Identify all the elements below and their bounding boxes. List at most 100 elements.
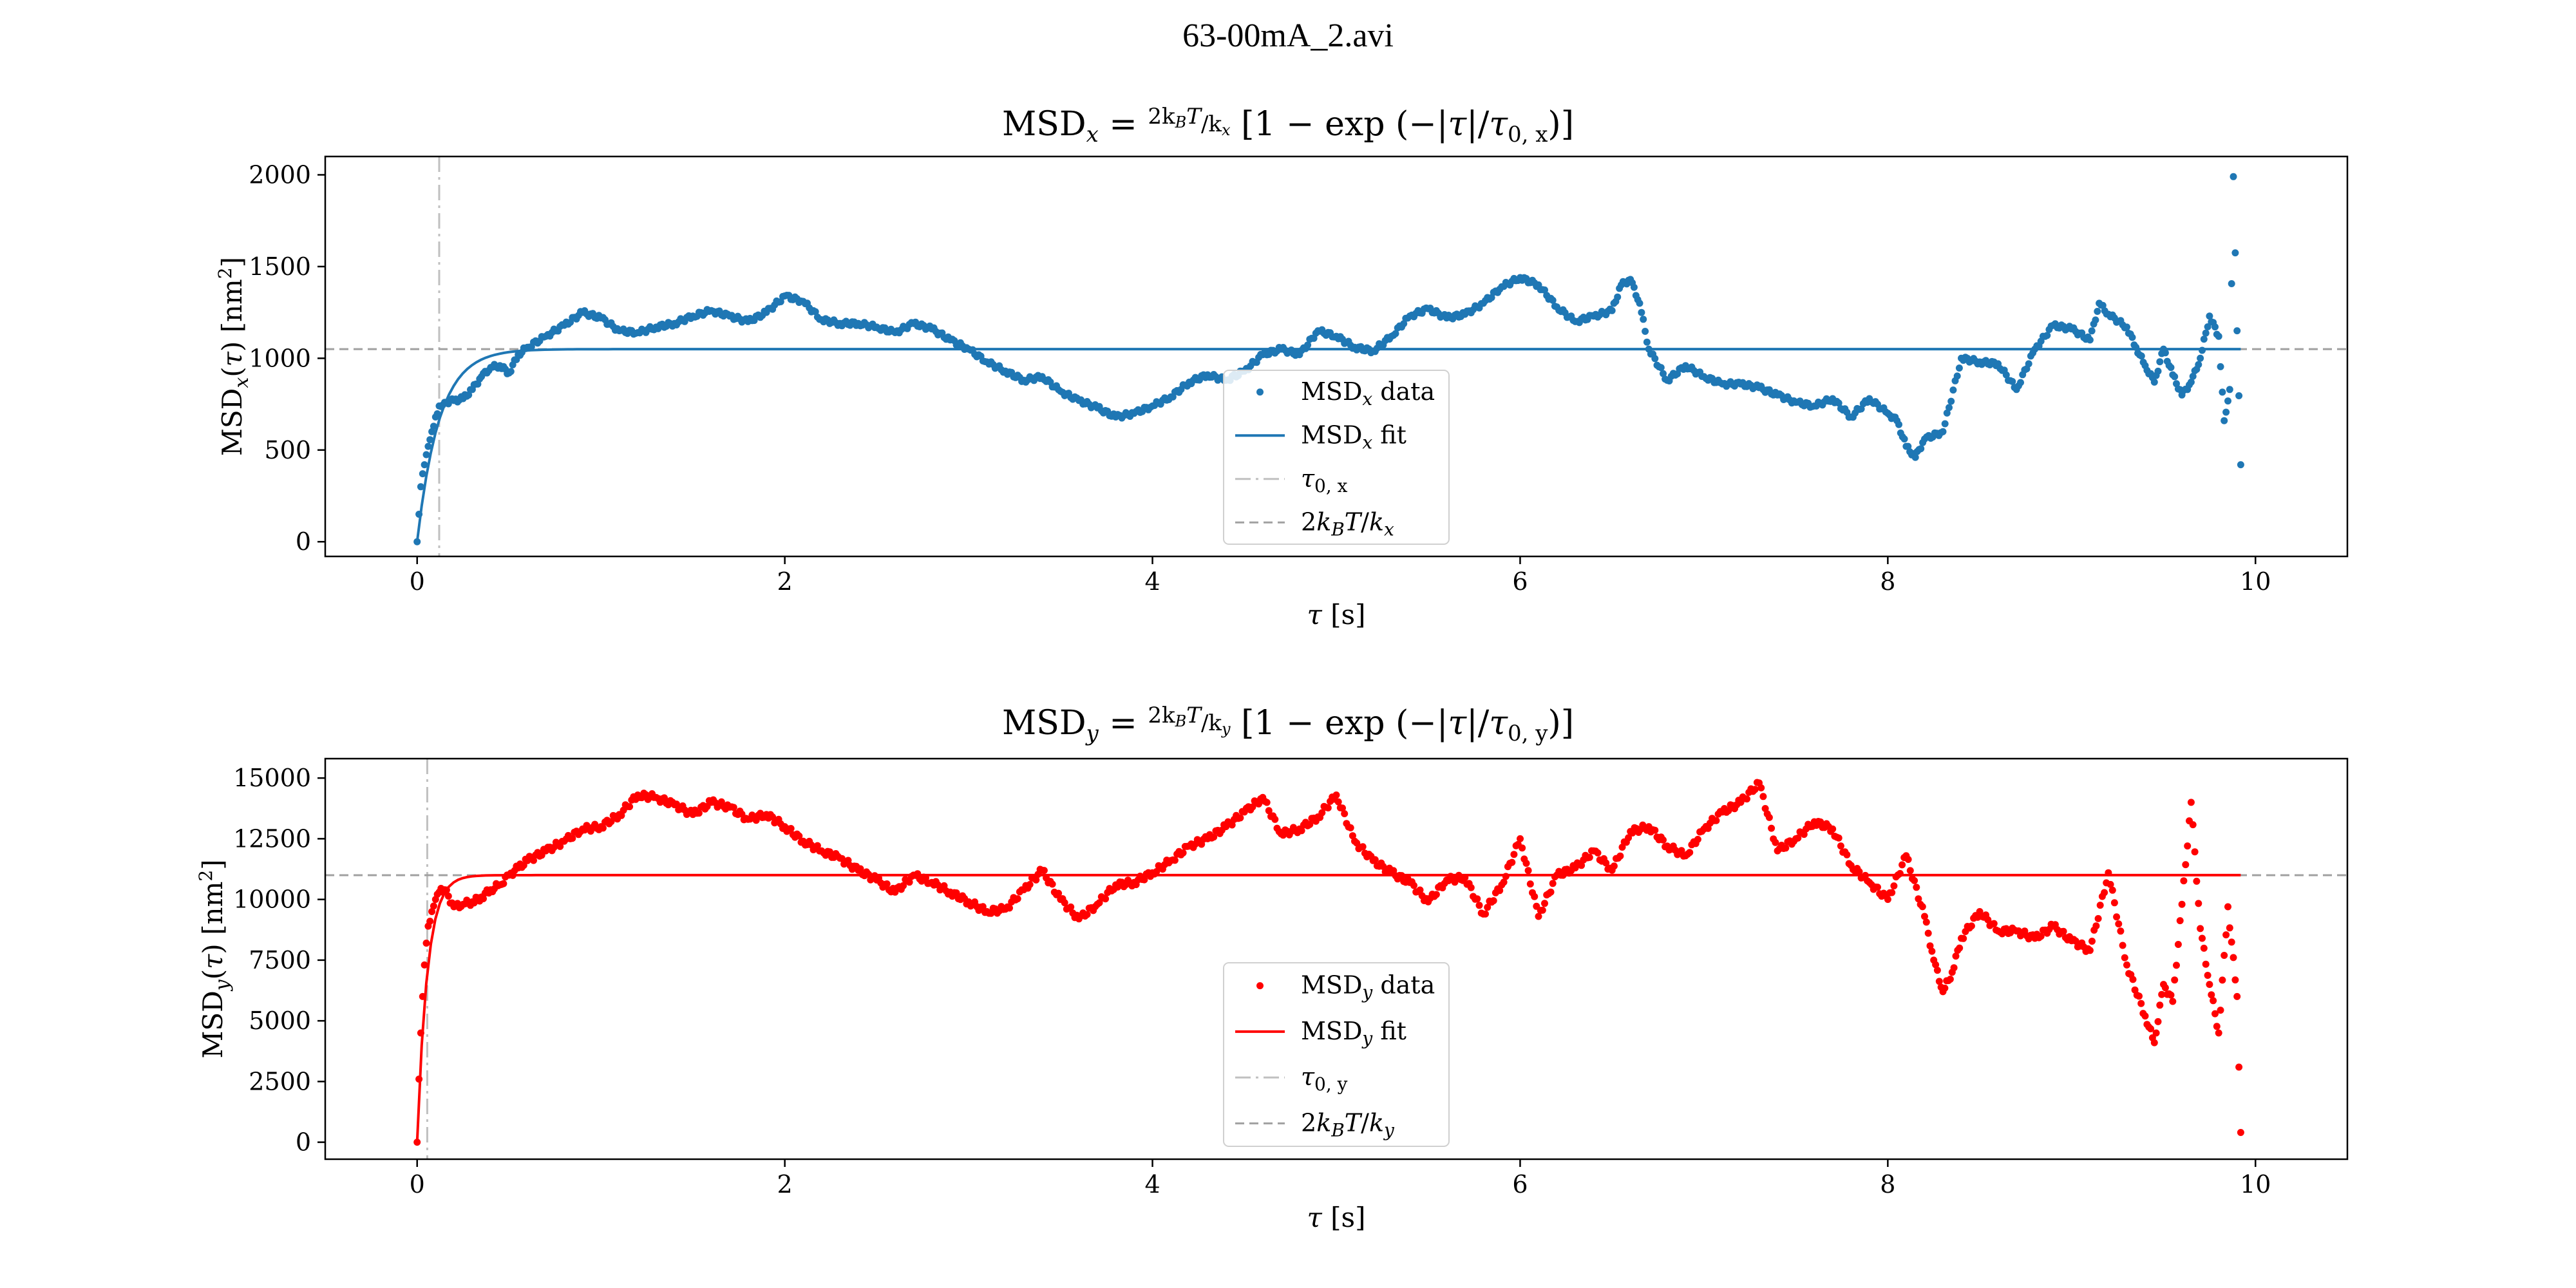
data-point <box>419 992 426 1000</box>
data-point <box>1947 397 1955 405</box>
data-point <box>1410 882 1417 889</box>
data-point <box>1618 844 1626 851</box>
data-point <box>2206 981 2213 989</box>
x-tick-label: 6 <box>1512 1170 1528 1198</box>
data-point <box>1228 821 1236 829</box>
data-point <box>1686 849 1694 857</box>
data-point <box>2197 354 2204 362</box>
legend-label: τ0, x <box>1301 464 1348 497</box>
data-point <box>2169 998 2177 1005</box>
msd-y-title: MSDy = 2kBT/ky [1 − exp (−|τ|/τ0, y)] <box>1002 703 1574 746</box>
data-point <box>2180 877 2188 885</box>
data-point <box>415 1075 423 1083</box>
data-point <box>1926 942 1934 950</box>
data-point <box>1884 896 1891 904</box>
data-point <box>1271 815 1279 823</box>
data-point <box>422 451 430 459</box>
data-point <box>1843 851 1851 858</box>
data-point <box>1179 849 1187 857</box>
data-point <box>419 470 426 478</box>
data-point <box>2171 373 2179 381</box>
data-point <box>599 824 607 832</box>
data-point <box>2224 903 2231 911</box>
data-point <box>1935 978 1943 985</box>
data-point <box>2161 984 2169 992</box>
data-point <box>507 368 515 375</box>
fit-curve <box>415 348 2241 542</box>
data-point <box>787 825 795 832</box>
data-point <box>2184 842 2192 850</box>
data-point <box>1932 961 1940 969</box>
data-point <box>1642 328 1649 335</box>
data-point <box>1371 856 1379 864</box>
figure-title: 63-00mA_2.avi <box>1182 17 1394 54</box>
y-tick-label: 15000 <box>233 764 311 792</box>
data-point <box>1517 835 1524 842</box>
data-point <box>1955 365 1963 372</box>
data-point <box>1341 810 1349 817</box>
data-point <box>2235 392 2243 399</box>
data-point <box>1347 824 1354 831</box>
data-point <box>2224 397 2231 405</box>
data-point <box>2191 848 2199 856</box>
data-point <box>1026 881 1034 888</box>
data-point <box>2150 1039 2158 1046</box>
data-point <box>813 842 821 849</box>
data-point <box>2108 886 2116 894</box>
data-point <box>430 902 437 910</box>
data-point <box>1541 900 1548 907</box>
data-point <box>2094 308 2101 315</box>
data-point <box>2173 961 2180 969</box>
y-tick-label: 10000 <box>233 886 311 914</box>
data-point <box>2189 372 2197 380</box>
data-point <box>1874 884 1881 891</box>
data-point <box>1743 795 1750 803</box>
data-point <box>2099 301 2107 309</box>
data-point <box>1547 888 1555 896</box>
data-point <box>1928 947 1936 955</box>
data-point <box>2187 378 2195 386</box>
legend-label: MSDy data <box>1301 971 1435 1003</box>
data-point <box>2231 249 2239 257</box>
data-point <box>1602 859 1610 867</box>
data-point <box>1890 882 1898 890</box>
data-point <box>1522 860 1530 867</box>
data-point <box>2200 336 2208 343</box>
data-point <box>1482 910 1489 918</box>
data-point <box>1960 934 1967 942</box>
fit-curve <box>415 873 2241 1142</box>
data-point <box>2226 924 2233 932</box>
data-point <box>1400 320 1408 328</box>
data-point <box>1014 895 1021 903</box>
data-point <box>2206 312 2213 320</box>
data-point <box>2174 941 2182 948</box>
data-point <box>2228 938 2235 946</box>
x-axis-label: τ [s] <box>1307 1202 1366 1233</box>
data-point <box>1782 844 1790 852</box>
data-point <box>1651 355 1659 363</box>
legend-label: 2kBT/ky <box>1301 1108 1395 1141</box>
x-tick-label: 10 <box>2240 567 2271 596</box>
data-point <box>1904 442 1912 450</box>
data-point <box>1725 807 1732 815</box>
data-point <box>2215 332 2222 340</box>
data-point <box>1304 341 1312 349</box>
data-point <box>2154 1018 2162 1025</box>
data-point <box>2187 799 2195 806</box>
data-point <box>1922 918 1930 926</box>
data-point <box>1768 824 1776 832</box>
x-tick-label: 2 <box>777 567 793 596</box>
data-point <box>1306 820 1314 828</box>
data-point <box>1913 884 1920 891</box>
data-point <box>2113 913 2121 921</box>
data-point <box>1263 799 1271 806</box>
data-point <box>417 483 424 491</box>
msd-x-title: MSDx = 2kBT/kx [1 − exp (−|τ|/τ0, x)] <box>1002 104 1574 147</box>
data-point <box>1067 903 1075 911</box>
data-point <box>2043 332 2051 339</box>
data-point <box>2193 877 2201 885</box>
data-point <box>444 893 452 900</box>
x-tick-label: 2 <box>777 1170 793 1198</box>
